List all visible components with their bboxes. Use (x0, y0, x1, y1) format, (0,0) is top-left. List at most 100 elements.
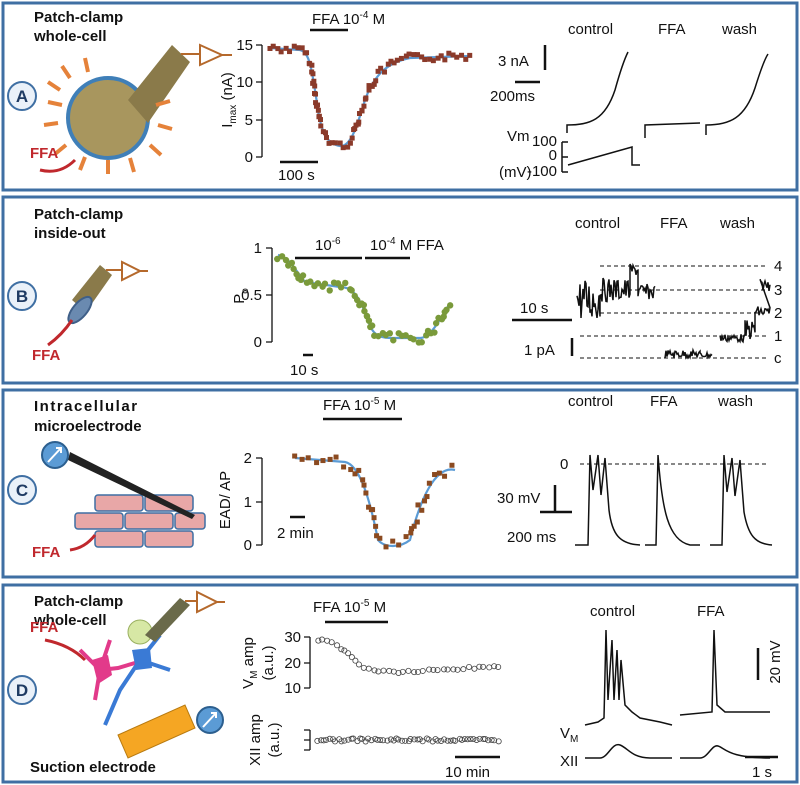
scale-label: 100 s (278, 167, 315, 184)
y-axis (266, 247, 273, 343)
dot (332, 140, 338, 146)
agent-label: FFA (30, 619, 58, 636)
dot (373, 523, 379, 529)
panel-title: inside-out (34, 225, 106, 242)
drug-label: FFA 10-5 M (313, 598, 386, 616)
dot (470, 736, 477, 743)
dot (434, 737, 441, 744)
shape (74, 512, 124, 530)
y-label: (a.u.) (260, 645, 277, 680)
dot (473, 736, 480, 743)
panel-letter: B (16, 287, 28, 306)
dot (368, 737, 375, 744)
scale-label: 1 s (752, 764, 772, 781)
neuron (132, 648, 152, 670)
trace (705, 53, 769, 135)
level-label: c (774, 350, 782, 367)
dot (283, 45, 289, 51)
dot (480, 663, 487, 670)
dot (349, 135, 355, 141)
dot (380, 737, 387, 744)
dot (318, 123, 324, 129)
dot (495, 738, 502, 745)
dot (315, 107, 321, 113)
dot (409, 526, 415, 532)
dot (328, 639, 335, 646)
dot (355, 661, 362, 668)
dot (374, 533, 380, 539)
vm-label: Vm (507, 128, 530, 145)
voltage-protocol (561, 141, 640, 173)
dot (454, 666, 461, 673)
dot (290, 265, 297, 273)
dot (366, 504, 372, 510)
pipette (145, 598, 190, 642)
vm-label: (mV) (499, 164, 532, 181)
panel-title: Patch-clamp (34, 593, 123, 610)
dot (488, 737, 495, 744)
dot (384, 737, 391, 744)
dot (365, 665, 372, 672)
dot (449, 462, 455, 468)
scale-label: 200ms (490, 88, 535, 105)
scale-label: 30 mV (497, 490, 540, 507)
dot (323, 130, 329, 136)
drug-label: 10-6 (315, 236, 341, 254)
trace-path (719, 278, 771, 344)
dot (430, 58, 436, 64)
dot (426, 480, 432, 486)
dot (356, 111, 362, 117)
arrow (47, 319, 74, 347)
dot (398, 55, 404, 61)
dot (348, 467, 354, 473)
dot (438, 737, 445, 744)
y-sym: I (219, 124, 236, 128)
arrow (44, 638, 87, 662)
electrode (68, 452, 195, 519)
dot (314, 737, 321, 744)
dot (348, 287, 355, 294)
dot (323, 736, 330, 743)
y-sub: max (228, 105, 239, 124)
dot (347, 140, 353, 146)
dot (340, 145, 346, 151)
y-sym: V (240, 679, 257, 689)
dot (466, 663, 473, 670)
panel-letter: D (16, 681, 28, 700)
panel-title: microelectrode (34, 418, 142, 435)
dot (450, 52, 456, 58)
dot (365, 317, 373, 324)
dot (422, 57, 428, 63)
dot (345, 650, 352, 657)
dot (352, 657, 359, 664)
dot (366, 83, 372, 89)
neuron (78, 639, 146, 701)
drug: FFA 10 (312, 11, 360, 28)
dot (447, 737, 454, 744)
letter-circle (7, 281, 37, 311)
dots (314, 735, 502, 745)
dot (338, 646, 345, 653)
dot (411, 52, 417, 58)
dot (356, 467, 362, 473)
dot (386, 667, 393, 674)
level-label: 3 (774, 282, 782, 299)
dot (422, 498, 428, 504)
y-label: Imax (nA) (219, 72, 239, 128)
scale-label: 10 s (520, 300, 548, 317)
dot (315, 637, 322, 644)
dot (406, 51, 412, 57)
dot (459, 52, 465, 58)
dot (274, 255, 281, 263)
y-tick-label: 5 (245, 112, 253, 129)
dot (375, 68, 381, 74)
y-axis (256, 457, 263, 546)
trace-path (664, 347, 713, 360)
dot (341, 737, 348, 744)
dot (424, 494, 430, 500)
dot (291, 43, 297, 49)
dot (485, 737, 492, 744)
condition: control (590, 603, 635, 620)
panel-title: whole-cell (33, 612, 107, 629)
